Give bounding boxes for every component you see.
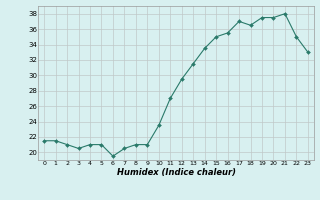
- X-axis label: Humidex (Indice chaleur): Humidex (Indice chaleur): [116, 168, 236, 177]
